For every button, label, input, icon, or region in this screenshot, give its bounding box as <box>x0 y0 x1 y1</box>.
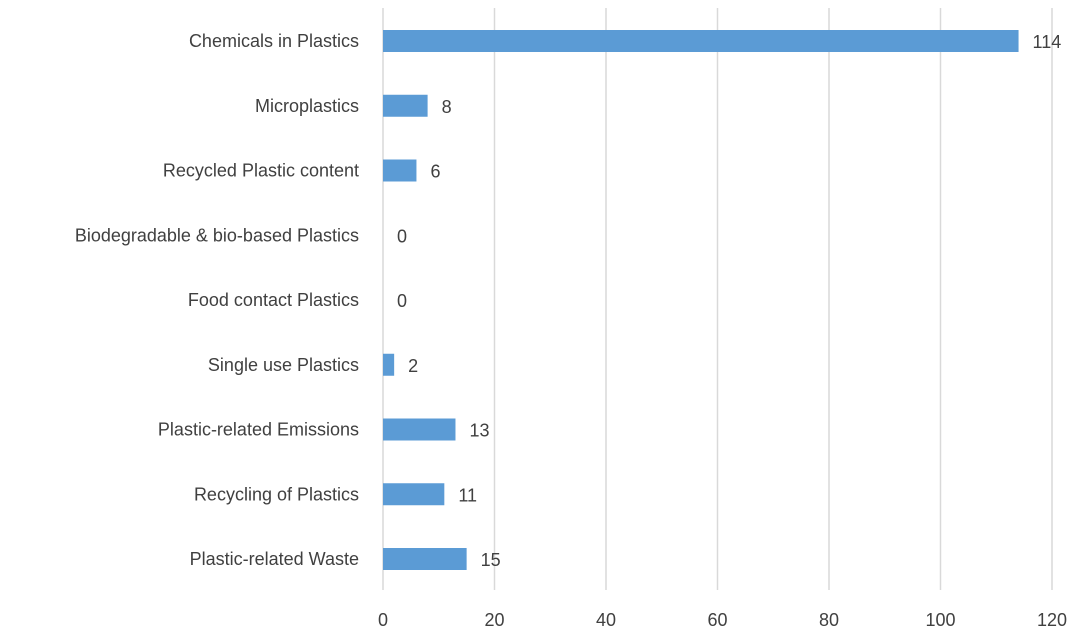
category-label: Plastic-related Emissions <box>158 420 359 440</box>
value-labels: 114 8 6 0 0 2 13 11 15 <box>397 32 1061 570</box>
category-label: Food contact Plastics <box>188 290 359 310</box>
data-label: 0 <box>397 226 407 246</box>
data-label: 0 <box>397 291 407 311</box>
category-label: Recycling of Plastics <box>194 484 359 504</box>
category-label: Plastic-related Waste <box>190 549 359 569</box>
bar <box>383 418 456 441</box>
data-label: 11 <box>458 485 477 505</box>
x-tick-label: 120 <box>1037 610 1067 630</box>
bar <box>383 483 445 506</box>
category-label: Single use Plastics <box>208 355 359 375</box>
x-tick-label: 80 <box>819 610 839 630</box>
bars <box>383 30 1019 570</box>
bar <box>383 548 467 570</box>
bar <box>383 353 395 376</box>
data-label: 6 <box>430 162 440 182</box>
category-label: Biodegradable & bio-based Plastics <box>75 225 359 245</box>
x-tick-label: 100 <box>925 610 955 630</box>
category-label: Recycled Plastic content <box>163 161 359 181</box>
x-tick-label: 60 <box>707 610 727 630</box>
data-label: 13 <box>469 421 489 441</box>
bar <box>383 94 428 117</box>
data-label: 15 <box>481 550 501 570</box>
data-label: 114 <box>1033 32 1062 52</box>
bar <box>383 159 417 182</box>
x-axis-tick-labels: 0 20 40 60 80 100 120 <box>378 610 1067 630</box>
data-label: 8 <box>442 97 452 117</box>
category-labels: Chemicals in Plastics Microplastics Recycl… <box>75 31 359 569</box>
x-tick-label: 0 <box>378 610 388 630</box>
bar <box>383 30 1019 52</box>
gridlines <box>382 8 1053 590</box>
data-label: 2 <box>408 356 418 376</box>
category-label: Microplastics <box>255 96 359 116</box>
x-tick-label: 40 <box>596 610 616 630</box>
x-tick-label: 20 <box>484 610 504 630</box>
category-label: Chemicals in Plastics <box>189 31 359 51</box>
